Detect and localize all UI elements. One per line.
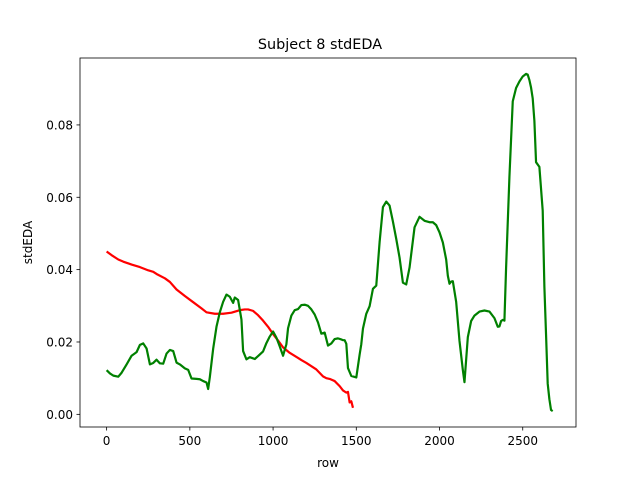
- y-tick-label: 0.08: [46, 118, 73, 132]
- series-line-2: [105, 72, 554, 413]
- plot-frame: [79, 57, 577, 428]
- x-tick-label: 2000: [424, 434, 455, 448]
- y-axis-label: stdEDA: [21, 220, 35, 264]
- y-axis: 0.00 0.02 0.04 0.06 0.08: [46, 118, 80, 422]
- y-tick-label: 0.00: [46, 408, 73, 422]
- series-layer: [105, 72, 554, 413]
- y-tick-label: 0.02: [46, 335, 73, 349]
- plot-area: [79, 57, 577, 428]
- chart-title: Subject 8 stdEDA: [258, 37, 382, 53]
- x-tick-label: 1000: [258, 434, 289, 448]
- x-axis: 0 500 1000 1500 2000 2500: [103, 427, 538, 448]
- x-tick-label: 500: [178, 434, 201, 448]
- series-line-1: [105, 250, 355, 409]
- y-tick-label: 0.04: [46, 263, 73, 277]
- y-tick-label: 0.06: [46, 191, 73, 205]
- x-axis-label: row: [317, 456, 339, 470]
- x-tick-label: 1500: [341, 434, 372, 448]
- x-tick-label: 2500: [507, 434, 538, 448]
- x-tick-label: 0: [103, 434, 111, 448]
